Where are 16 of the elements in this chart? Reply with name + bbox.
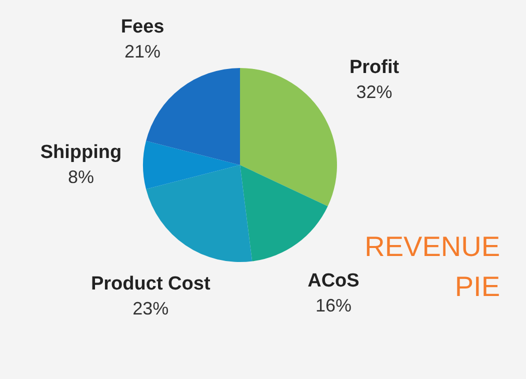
slice-label: ACoS [308, 270, 360, 292]
pie-slice [146, 68, 240, 165]
slice-label: Profit [349, 56, 400, 78]
slice-label: Fees [120, 16, 164, 38]
data-label: 16% [315, 296, 352, 316]
pie-slice [143, 140, 240, 190]
pie-slice [240, 165, 328, 262]
data-label: 32% [356, 82, 392, 102]
pie-slice [240, 68, 337, 206]
data-label: 21% [124, 41, 161, 62]
data-label: 8% [68, 167, 94, 187]
slice-label: Product Cost [90, 274, 211, 295]
data-label: 23% [132, 298, 169, 319]
pie-slice [146, 165, 252, 262]
text: REVENUE PIE [364, 231, 500, 302]
slice-label: Shipping [40, 142, 122, 163]
